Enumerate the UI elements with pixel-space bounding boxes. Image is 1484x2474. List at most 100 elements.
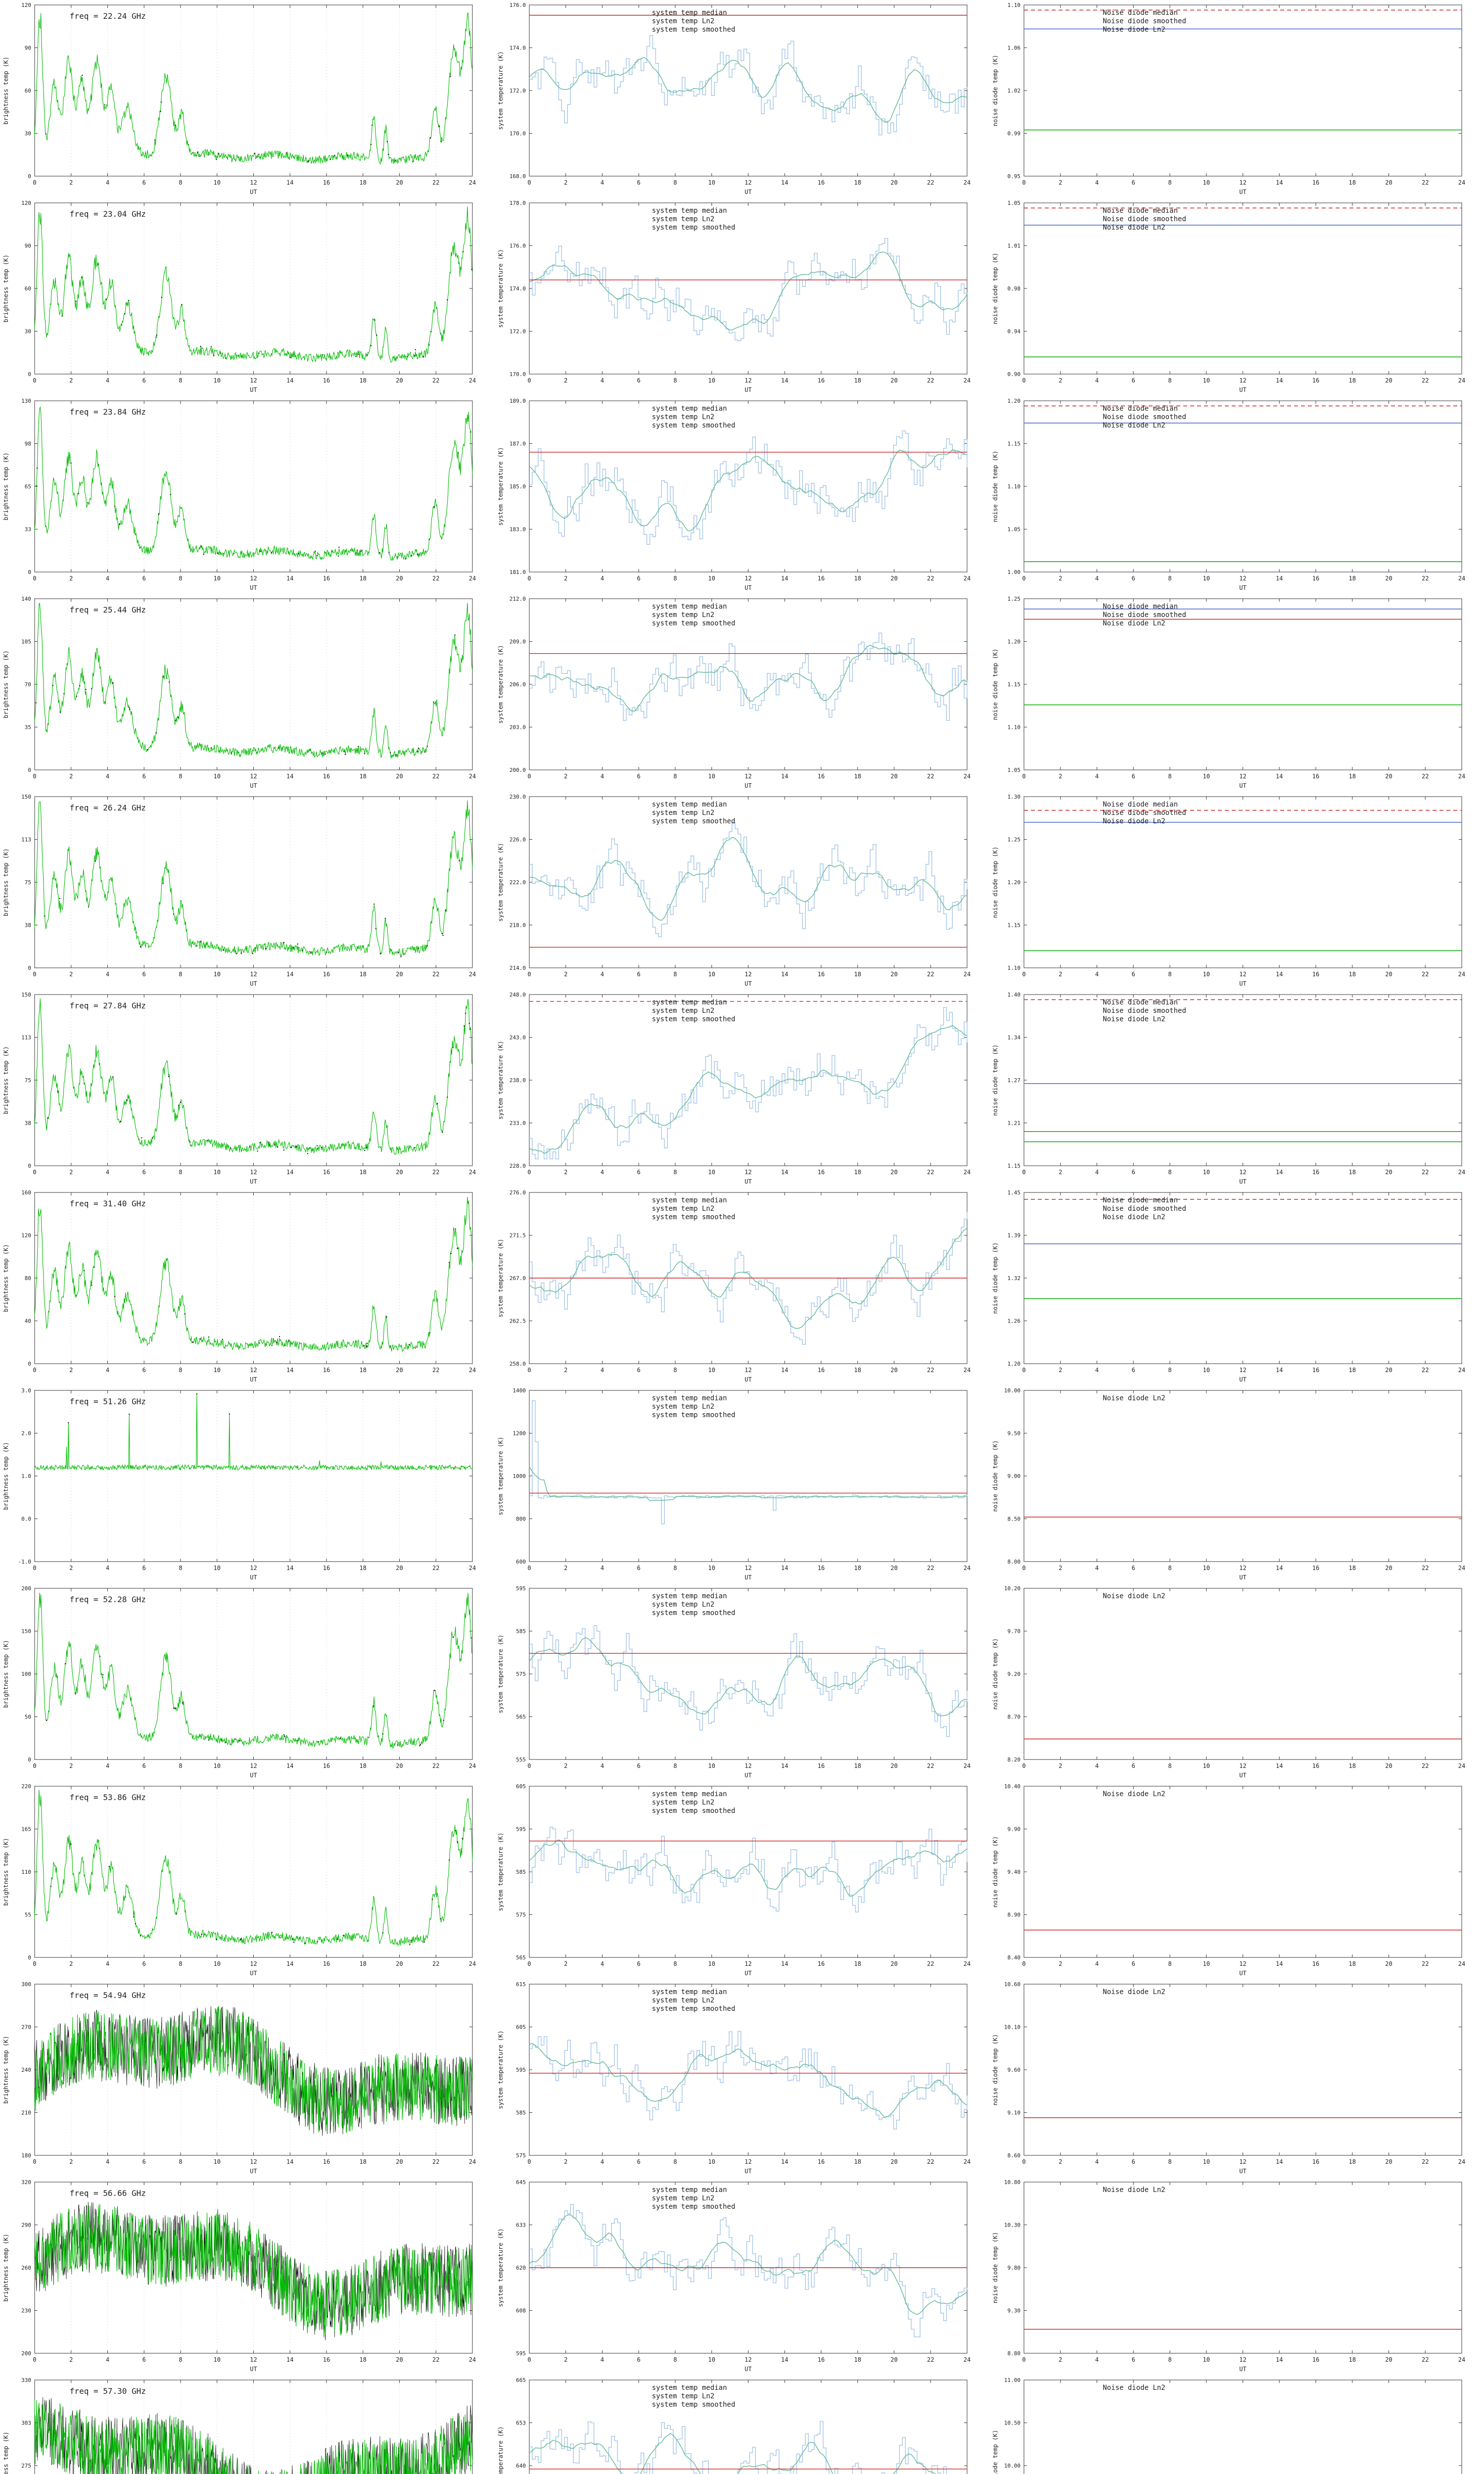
x-tick-label: 10 (214, 575, 221, 582)
scatter-dot (175, 124, 177, 126)
x-tick-label: 4 (1095, 1169, 1099, 1176)
scatter-dot (442, 1132, 443, 1133)
x-tick-label: 22 (927, 2158, 934, 2165)
plot-r11-c1: 0 2 4 6 8 10 12 14 16 18 20 22 24300270240210180UTbr… (2, 1981, 476, 2175)
x-tick-label: 6 (637, 1565, 641, 1571)
x-tick-label: 20 (396, 2158, 403, 2165)
scatter-dot (450, 76, 451, 77)
x-axis-label: UT (1239, 782, 1246, 789)
legend-entry: system temp Ln2 (652, 1601, 714, 1609)
x-axis-label: UT (1239, 584, 1246, 591)
x-axis-label: UT (744, 1772, 751, 1779)
x-tick-label: 16 (323, 2356, 330, 2363)
plot-frame (1023, 2182, 1462, 2354)
scatter-dot (199, 1338, 201, 1340)
scatter-dot (210, 346, 212, 347)
scatter-dot (139, 946, 141, 948)
x-tick-label: 10 (708, 1565, 715, 1571)
scatter-dot (259, 551, 261, 552)
x-tick-label: 20 (1385, 1169, 1392, 1176)
series-col1-green (34, 2399, 473, 2474)
x-tick-label: 18 (360, 1960, 367, 1967)
scatter-dot (135, 932, 137, 933)
x-tick-label: 8 (673, 1762, 677, 1769)
y-tick-label: 595 (516, 2067, 526, 2073)
plot-r13-c2: 024681012141618202224665653640628615UTsy… (497, 2377, 968, 2474)
y-tick-label: 75 (25, 879, 31, 886)
x-tick-label: 22 (927, 377, 934, 384)
y-tick-label: 243.0 (510, 1035, 526, 1041)
legend-entry: Noise diode median (1103, 405, 1178, 413)
scatter-dot (285, 152, 287, 154)
x-tick-label: 0 (1022, 1367, 1025, 1374)
scatter-dot (415, 349, 416, 350)
scatter-dot (47, 1117, 48, 1119)
y-tick-label: 1.20 (1008, 1361, 1021, 1367)
legend-entry: system temp median (652, 1790, 727, 1798)
x-tick-label: 0 (527, 575, 531, 582)
x-tick-label: 6 (142, 2158, 146, 2165)
x-tick-label: 18 (854, 377, 861, 384)
x-tick-label: 22 (927, 1367, 934, 1374)
scatter-dot (447, 299, 448, 301)
scatter-dot (356, 550, 358, 551)
scatter-dot (240, 1939, 241, 1940)
scatter-dot (298, 947, 300, 949)
x-tick-label: 10 (214, 773, 221, 780)
x-tick-label: 20 (396, 1367, 403, 1374)
x-tick-label: 6 (142, 575, 146, 582)
y-tick-label: 238.0 (510, 1077, 526, 1084)
x-tick-label: 12 (1239, 377, 1246, 384)
scatter-dot (175, 1913, 177, 1915)
x-tick-label: 16 (818, 179, 825, 186)
legend-entry: system temp Ln2 (652, 1205, 714, 1213)
x-tick-label: 8 (179, 2158, 182, 2165)
x-tick-label: 0 (1022, 377, 1025, 384)
x-axis-label: UT (744, 1376, 751, 1383)
scatter-dot (75, 300, 77, 302)
scatter-dot (366, 1146, 368, 1148)
x-tick-label: 22 (432, 971, 439, 978)
x-tick-label: 18 (360, 971, 367, 978)
legend-entry: system temp smoothed (652, 1411, 736, 1419)
x-tick-label: 2 (69, 1565, 73, 1571)
y-tick-label: 640 (516, 2463, 526, 2469)
x-tick-label: 10 (1203, 377, 1210, 384)
x-tick-label: 2 (69, 1960, 73, 1967)
x-tick-label: 10 (708, 1169, 715, 1176)
x-tick-label: 12 (744, 1565, 751, 1571)
scatter-dot (94, 860, 96, 862)
x-tick-label: 16 (818, 1169, 825, 1176)
scatter-dot (292, 1939, 293, 1940)
x-tick-label: 10 (708, 179, 715, 186)
series-systemp-raw (529, 2031, 968, 2130)
x-tick-label: 2 (69, 2356, 73, 2363)
x-tick-label: 16 (323, 377, 330, 384)
y-axis-label: brightness temp (K) (2, 650, 9, 718)
plot-row-12: 0 2 4 6 8 10 12 14 16 18 20 22 24 320 290 260 230 200 UT br… (0, 2177, 1484, 2375)
scatter-dot (430, 137, 431, 139)
scatter-dot (384, 918, 386, 919)
scatter-dot (258, 153, 260, 155)
scatter-dot (278, 1336, 280, 1337)
x-tick-label: 12 (250, 1565, 257, 1571)
legend-entry: system temp Ln2 (652, 2392, 714, 2400)
freq-label: freq = 23.04 GHz (70, 209, 146, 219)
scatter-dot (414, 355, 416, 357)
x-tick-label: 12 (1239, 179, 1246, 186)
scatter-dot (443, 1719, 444, 1721)
panel-r3-c1: 0 2 4 6 8 10 12 14 16 18 20 22 24 130 98 65 33 0 UT brightn… (0, 396, 495, 594)
plot-r8-c3: 0 2 4 6 8 10 12 14 16 18 20 22 2410.009.509.008.508.… (992, 1387, 1465, 1581)
scatter-dot (93, 1266, 95, 1268)
x-tick-label: 24 (469, 1762, 476, 1769)
y-tick-label: 1.25 (1008, 596, 1021, 602)
x-tick-label: 16 (818, 773, 825, 780)
y-tick-label: 555 (516, 1757, 526, 1763)
y-axis-label: brightness temp (K) (2, 56, 9, 124)
x-tick-label: 16 (818, 1762, 825, 1769)
x-tick-label: 4 (106, 377, 109, 384)
y-tick-label: 270 (21, 2024, 31, 2031)
y-tick-label: 1.26 (1008, 1318, 1021, 1325)
x-tick-label: 4 (106, 2158, 109, 2165)
y-tick-label: 0.99 (1008, 131, 1021, 137)
